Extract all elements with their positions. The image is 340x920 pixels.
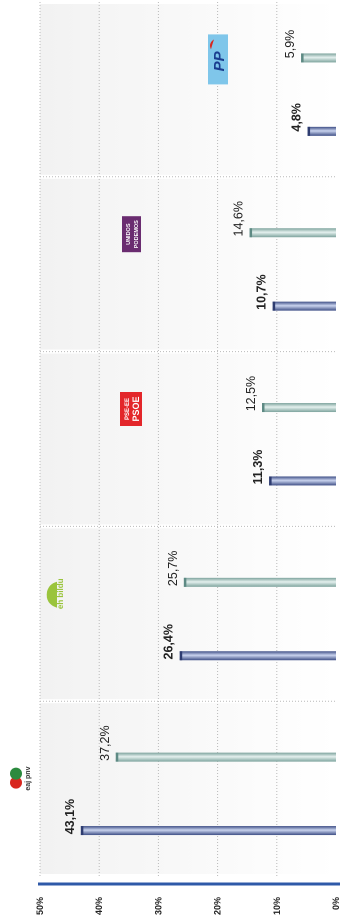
bar (80, 826, 337, 836)
axis-tick-label: 30% (153, 897, 163, 915)
bar (272, 301, 336, 311)
bar-value-label: 5,9% (283, 30, 297, 59)
psoe-logo-box (120, 392, 142, 426)
bar-value-label: 11,3% (251, 450, 265, 485)
bildu-logo-shape (46, 581, 57, 608)
bar-value-label: 25,7% (166, 551, 180, 586)
bar (269, 476, 336, 486)
bar (115, 752, 336, 762)
axis-tick-label: 40% (94, 897, 104, 915)
bar-cap (269, 476, 272, 486)
bar-cap (115, 752, 119, 762)
bar-value-label: 4,8% (290, 103, 304, 131)
bar-value-label: 12,5% (244, 376, 258, 411)
bar-cap (179, 651, 183, 661)
bar-value-label: 10,7% (255, 274, 269, 309)
axis-tick-label: 0% (331, 897, 340, 910)
bar (249, 228, 336, 238)
category-panel (40, 178, 336, 350)
bar (262, 403, 336, 413)
pnv-logo-red-shape (10, 776, 22, 789)
bar (183, 577, 336, 587)
bar-cap (272, 301, 276, 311)
pnv-logo-text: eaj pnv (25, 766, 32, 790)
pnv-logo-green-shape (10, 767, 22, 780)
category-panel (40, 353, 336, 525)
axis-tick-label: 50% (35, 897, 45, 915)
category-panel (40, 703, 336, 874)
pp-logo-seagull (210, 39, 214, 50)
podemos-logo-text-bottom: PODEMOS (134, 220, 140, 248)
bar-value-label: 26,4% (162, 624, 176, 659)
bar-cap (249, 228, 253, 238)
bar-cap (262, 403, 265, 413)
bar-cap (307, 126, 311, 136)
podemos-logo-text-top: UNIDOS (126, 223, 132, 245)
podemos-logo-box (122, 216, 141, 253)
bar-value-label: 37,2% (98, 725, 112, 760)
psoe-logo: PSE-EE PSOE (120, 392, 142, 426)
bildu-logo: eh bildu (46, 578, 65, 609)
bar-cap (301, 53, 304, 63)
psoe-logo-text-bottom: PSOE (131, 396, 141, 421)
bildu-logo-text: eh bildu (56, 578, 65, 609)
bar-cap (183, 577, 187, 587)
bar-cap (80, 826, 84, 836)
bar-value-label: 43,1% (63, 799, 77, 834)
podemos-logo: UNIDOS PODEMOS (122, 216, 141, 253)
pp-logo-box (208, 34, 228, 85)
bar (301, 53, 336, 63)
pp-logo-text: PP (211, 50, 228, 71)
bar (307, 126, 336, 136)
axis-tick-label: 20% (213, 897, 223, 915)
bar (179, 651, 336, 661)
category-panel (40, 528, 336, 700)
psoe-logo-text-top: PSE-EE (125, 398, 131, 420)
axis-tick-label: 10% (272, 897, 282, 915)
category-panel (40, 4, 336, 175)
bar-value-label: 14,6% (232, 201, 246, 236)
pp-logo: PP (208, 34, 228, 85)
pnv-logo: eaj pnv (10, 766, 32, 791)
